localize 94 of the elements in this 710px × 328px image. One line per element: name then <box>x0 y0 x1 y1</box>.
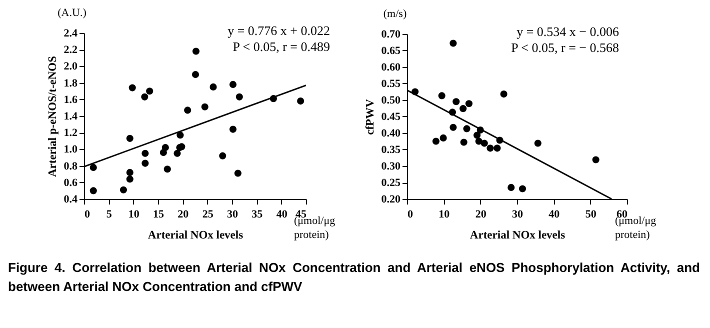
point <box>463 125 470 132</box>
x-tick-label: 20 <box>178 208 190 220</box>
point <box>146 88 154 95</box>
y-tick-label: 0.8 <box>64 160 78 172</box>
x-tick-label: 20 <box>475 208 487 220</box>
y-tick-label: 2.0 <box>64 60 78 73</box>
point <box>210 83 217 90</box>
point <box>450 40 457 47</box>
y-axis-title: cfPWV <box>364 98 376 135</box>
x-tick-label: 35 <box>252 208 264 220</box>
x-tick-label: 30 <box>227 208 238 220</box>
point <box>494 144 501 152</box>
text: (m/s) <box>383 8 407 20</box>
point <box>142 150 149 157</box>
annotation: P < 0.05, r = − 0.568 <box>511 40 619 55</box>
x-tick-label: 30 <box>512 208 524 220</box>
y-tick-label: 0.45 <box>381 111 401 123</box>
point <box>440 134 447 142</box>
point <box>126 176 134 183</box>
point <box>162 144 169 152</box>
text: (μmol/μg protein) <box>615 215 657 241</box>
point <box>128 84 136 92</box>
x-tick-label: 10 <box>438 208 450 220</box>
y-axis-title: Arterial p-eNOS/t-eNOS <box>46 56 59 178</box>
caption: Figure 4. Correlation between Arterial NOx Concentration and Arterial eNOS Phosphorylation Activity, and between Arterial NOx Concentration and cfPWV <box>8 259 700 296</box>
x-axis-title: Arterial NOx levels <box>148 230 244 242</box>
point <box>480 140 488 147</box>
y-tick-label: 0.25 <box>381 177 401 189</box>
point <box>219 152 226 160</box>
y-tick-label: 0.50 <box>381 94 401 106</box>
y-tick-label: 2.4 <box>64 28 78 40</box>
x-tick-label: 25 <box>202 208 214 220</box>
point <box>229 80 237 88</box>
point <box>500 90 508 98</box>
point <box>229 126 237 133</box>
point <box>486 144 494 152</box>
point <box>184 106 192 114</box>
y-tick-label: 0.35 <box>381 144 401 156</box>
point <box>592 156 600 164</box>
y-tick-label: 1.8 <box>64 77 78 90</box>
y-tick-label: 0.20 <box>381 194 401 206</box>
x-tick-label: 40 <box>276 208 288 220</box>
text: (A.U.) <box>58 7 87 19</box>
point <box>174 150 181 157</box>
point <box>508 184 515 191</box>
point <box>192 48 200 55</box>
y-tick-label: 0.40 <box>381 128 401 140</box>
point <box>236 93 243 100</box>
y-tick-label: 1.6 <box>64 94 78 106</box>
x-tick-label: 50 <box>585 208 597 220</box>
point <box>90 187 97 194</box>
y-tick-label: 0.4 <box>64 194 78 206</box>
x-tick-label: 10 <box>128 208 140 220</box>
point <box>297 98 304 105</box>
y-tick-label: 0.70 <box>381 28 401 40</box>
annotation: P < 0.05, r = 0.489 <box>232 39 330 54</box>
point <box>452 98 460 106</box>
x-tick-label: 15 <box>153 208 164 220</box>
point <box>142 160 149 167</box>
y-tick-label: 1.0 <box>64 144 78 156</box>
point <box>534 140 542 147</box>
text: (μmol/μg protein) <box>294 215 336 241</box>
y-tick-label: 0.60 <box>381 62 401 74</box>
point <box>90 164 97 171</box>
y-tick-label: 0.6 <box>64 176 78 189</box>
point <box>120 186 128 194</box>
point <box>460 138 468 146</box>
point <box>518 185 526 192</box>
point <box>192 70 200 78</box>
y-tick-label: 1.2 <box>64 127 78 140</box>
y-tick-label: 0.30 <box>381 160 401 172</box>
x-axis-title: Arterial NOx levels <box>470 230 566 242</box>
annotation: y = 0.776 x + 0.022 <box>228 23 330 38</box>
point <box>438 92 446 100</box>
point <box>465 100 473 108</box>
point <box>164 166 171 173</box>
point <box>450 124 457 131</box>
point <box>460 105 467 112</box>
y-tick-label: 2.2 <box>64 44 78 56</box>
y-tick-label: 1.4 <box>64 110 78 122</box>
point <box>432 138 440 145</box>
point <box>176 132 184 139</box>
point <box>126 134 134 142</box>
point <box>234 170 242 177</box>
x-tick-label: 40 <box>548 208 560 220</box>
point <box>126 168 134 176</box>
x-tick-label: 0 <box>408 208 414 220</box>
point <box>141 93 148 100</box>
x-tick-label: 5 <box>106 208 112 220</box>
y-tick-label: 0.65 <box>381 45 401 57</box>
y-tick-label: 0.55 <box>381 78 401 90</box>
annotation: y = 0.534 x − 0.006 <box>516 24 620 39</box>
x-tick-label: 0 <box>84 208 90 220</box>
point <box>201 103 208 110</box>
